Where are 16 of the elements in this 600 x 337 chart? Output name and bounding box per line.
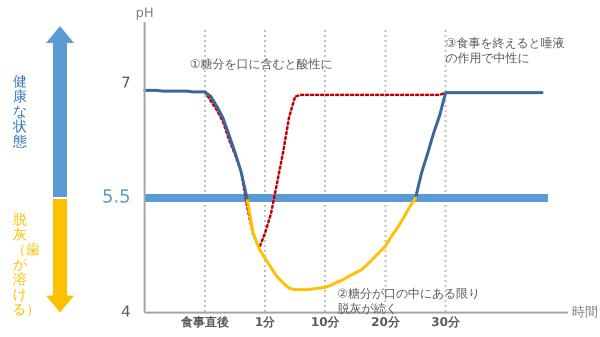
text: 健康な状態	[12, 74, 28, 150]
annotation: ③食事を終えると唾液の作用で中性に	[446, 36, 564, 65]
y-tick-label: 4	[121, 302, 131, 320]
x-axis-title: 時間	[572, 304, 598, 320]
y-axis-title: pH	[136, 6, 154, 21]
annotation: ①糖分を口に含むと酸性に	[190, 57, 333, 72]
x-tick-label: 30分	[431, 314, 461, 329]
annotation: ②糖分が口の中にある限り脱灰が続く	[337, 286, 480, 316]
x-tick-label: 10分	[310, 314, 341, 329]
x-tick-label: 食事直後	[180, 314, 229, 329]
x-tick-label: 1分	[254, 314, 276, 329]
line-series	[204, 90, 447, 250]
text: 脱灰（歯が溶ける）	[12, 212, 40, 318]
y-tick-label: 7	[121, 73, 131, 92]
x-tick-label: 20分	[371, 314, 401, 329]
y-tick-label: 5.5	[102, 186, 131, 208]
